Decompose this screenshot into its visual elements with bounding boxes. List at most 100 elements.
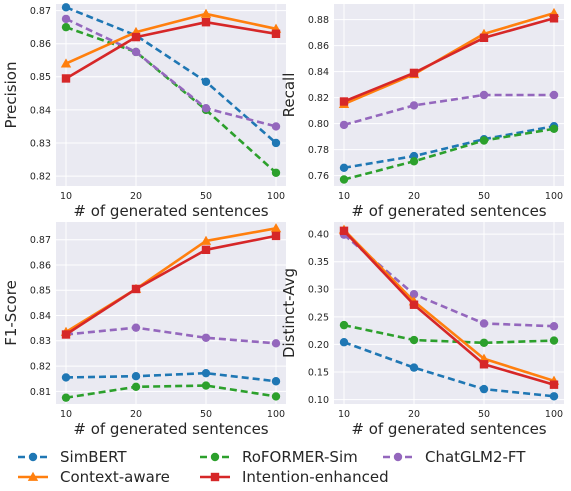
- x-tick-label: 10: [338, 191, 350, 202]
- data-point: [131, 47, 141, 57]
- data-point: [271, 168, 281, 177]
- y-tick-label: 0.80: [308, 119, 329, 130]
- data-point: [61, 330, 71, 339]
- data-point: [409, 68, 419, 78]
- y-tick-label: 0.84: [30, 105, 51, 116]
- data-point: [479, 136, 489, 145]
- y-tick-label: 0.85: [30, 286, 51, 297]
- data-point: [479, 360, 489, 369]
- x-tick-label: 50: [200, 191, 212, 202]
- y-tick-label: 0.30: [308, 285, 329, 296]
- legend-item: ChatGLM2-FT: [383, 448, 526, 466]
- y-tick-label: 0.86: [30, 39, 51, 50]
- y-axis-label: Distinct-Avg: [280, 268, 298, 358]
- data-point: [61, 74, 71, 83]
- data-point: [201, 18, 211, 27]
- series-line-roformer-sim: [65, 25, 277, 174]
- x-tick-label: 100: [267, 191, 285, 202]
- y-tick-label: 0.86: [308, 41, 329, 52]
- data-point: [60, 58, 72, 68]
- legend-item: SimBERT: [18, 448, 127, 466]
- data-point: [409, 300, 419, 309]
- x-tick-label: 100: [267, 409, 285, 420]
- series-line-simbert: [343, 341, 555, 398]
- x-axis-label: # of generated sentences: [351, 202, 546, 220]
- data-point: [549, 322, 559, 331]
- x-tick-label: 20: [408, 409, 420, 420]
- y-tick-label: 0.10: [308, 395, 329, 406]
- plot-area: [56, 4, 286, 186]
- series-line-chatglm2-ft: [65, 326, 277, 345]
- data-point: [409, 363, 419, 372]
- y-tick-label: 0.83: [30, 138, 51, 149]
- x-axis-label: # of generated sentences: [351, 420, 546, 438]
- data-point: [479, 338, 489, 347]
- data-point: [271, 392, 281, 401]
- x-axis-label: # of generated sentences: [73, 420, 268, 438]
- data-point: [201, 104, 211, 113]
- legend: SimBERT RoFORMER-Sim ChatGLM2-FT Context-aw…: [18, 448, 526, 486]
- series-line-roformer-sim: [65, 384, 277, 399]
- data-point: [339, 320, 349, 330]
- data-point: [339, 175, 349, 184]
- y-axis-label: F1-Score: [2, 280, 20, 346]
- legend-marker: [27, 471, 39, 481]
- data-point: [271, 231, 281, 241]
- series-line-simbert: [65, 6, 277, 144]
- data-point: [409, 157, 419, 166]
- data-point: [479, 384, 489, 394]
- legend-marker: [28, 452, 38, 462]
- data-point: [271, 377, 281, 386]
- data-point: [201, 381, 211, 390]
- y-tick-label: 0.81: [30, 387, 51, 398]
- data-point: [270, 223, 282, 233]
- series-line-roformer-sim: [343, 127, 555, 181]
- series-line-intention-enhanced: [65, 20, 277, 80]
- data-point: [549, 336, 559, 345]
- legend-marker: [210, 472, 220, 482]
- series-line-context-aware: [65, 12, 277, 65]
- y-tick-label: 0.86: [30, 260, 51, 271]
- series-line-intention-enhanced: [343, 229, 555, 386]
- data-point: [200, 8, 212, 18]
- data-point: [61, 373, 71, 382]
- y-tick-label: 0.15: [308, 367, 329, 378]
- data-point: [339, 97, 349, 106]
- legend-item: RoFORMER-Sim: [200, 448, 358, 466]
- plot-area: [334, 222, 564, 404]
- data-point: [339, 120, 349, 130]
- x-tick-label: 50: [200, 409, 212, 420]
- data-point: [201, 77, 211, 86]
- x-tick-label: 20: [130, 191, 142, 202]
- series-line-chatglm2-ft: [65, 17, 277, 128]
- data-point: [549, 14, 559, 23]
- data-point: [200, 235, 212, 245]
- data-point: [479, 90, 489, 100]
- data-point: [271, 29, 281, 38]
- series-line-chatglm2-ft: [343, 93, 554, 127]
- data-point: [339, 226, 349, 236]
- data-point: [549, 124, 559, 133]
- plot-area: [334, 4, 564, 186]
- series-line-simbert: [343, 124, 555, 170]
- y-tick-label: 0.35: [308, 257, 329, 268]
- y-tick-label: 0.40: [308, 230, 329, 241]
- x-tick-label: 10: [60, 191, 72, 202]
- x-tick-label: 50: [478, 191, 490, 202]
- data-point: [271, 138, 281, 148]
- chart-panel-2: 0.76 0.78 0.80 0.82 0.84 0.86 0.88 10 20 50 100# o…: [280, 4, 564, 220]
- y-tick-label: 0.88: [308, 15, 329, 26]
- y-tick-label: 0.84: [30, 311, 51, 322]
- y-axis-label: Precision: [2, 62, 20, 129]
- data-point: [131, 323, 141, 332]
- data-point: [131, 382, 141, 392]
- data-point: [409, 290, 419, 299]
- data-point: [339, 163, 349, 172]
- data-point: [271, 339, 281, 348]
- series-line-roformer-sim: [343, 323, 555, 345]
- data-point: [131, 371, 141, 381]
- x-tick-label: 100: [545, 191, 563, 202]
- data-point: [131, 284, 141, 294]
- data-point: [479, 319, 489, 328]
- data-point: [201, 368, 211, 378]
